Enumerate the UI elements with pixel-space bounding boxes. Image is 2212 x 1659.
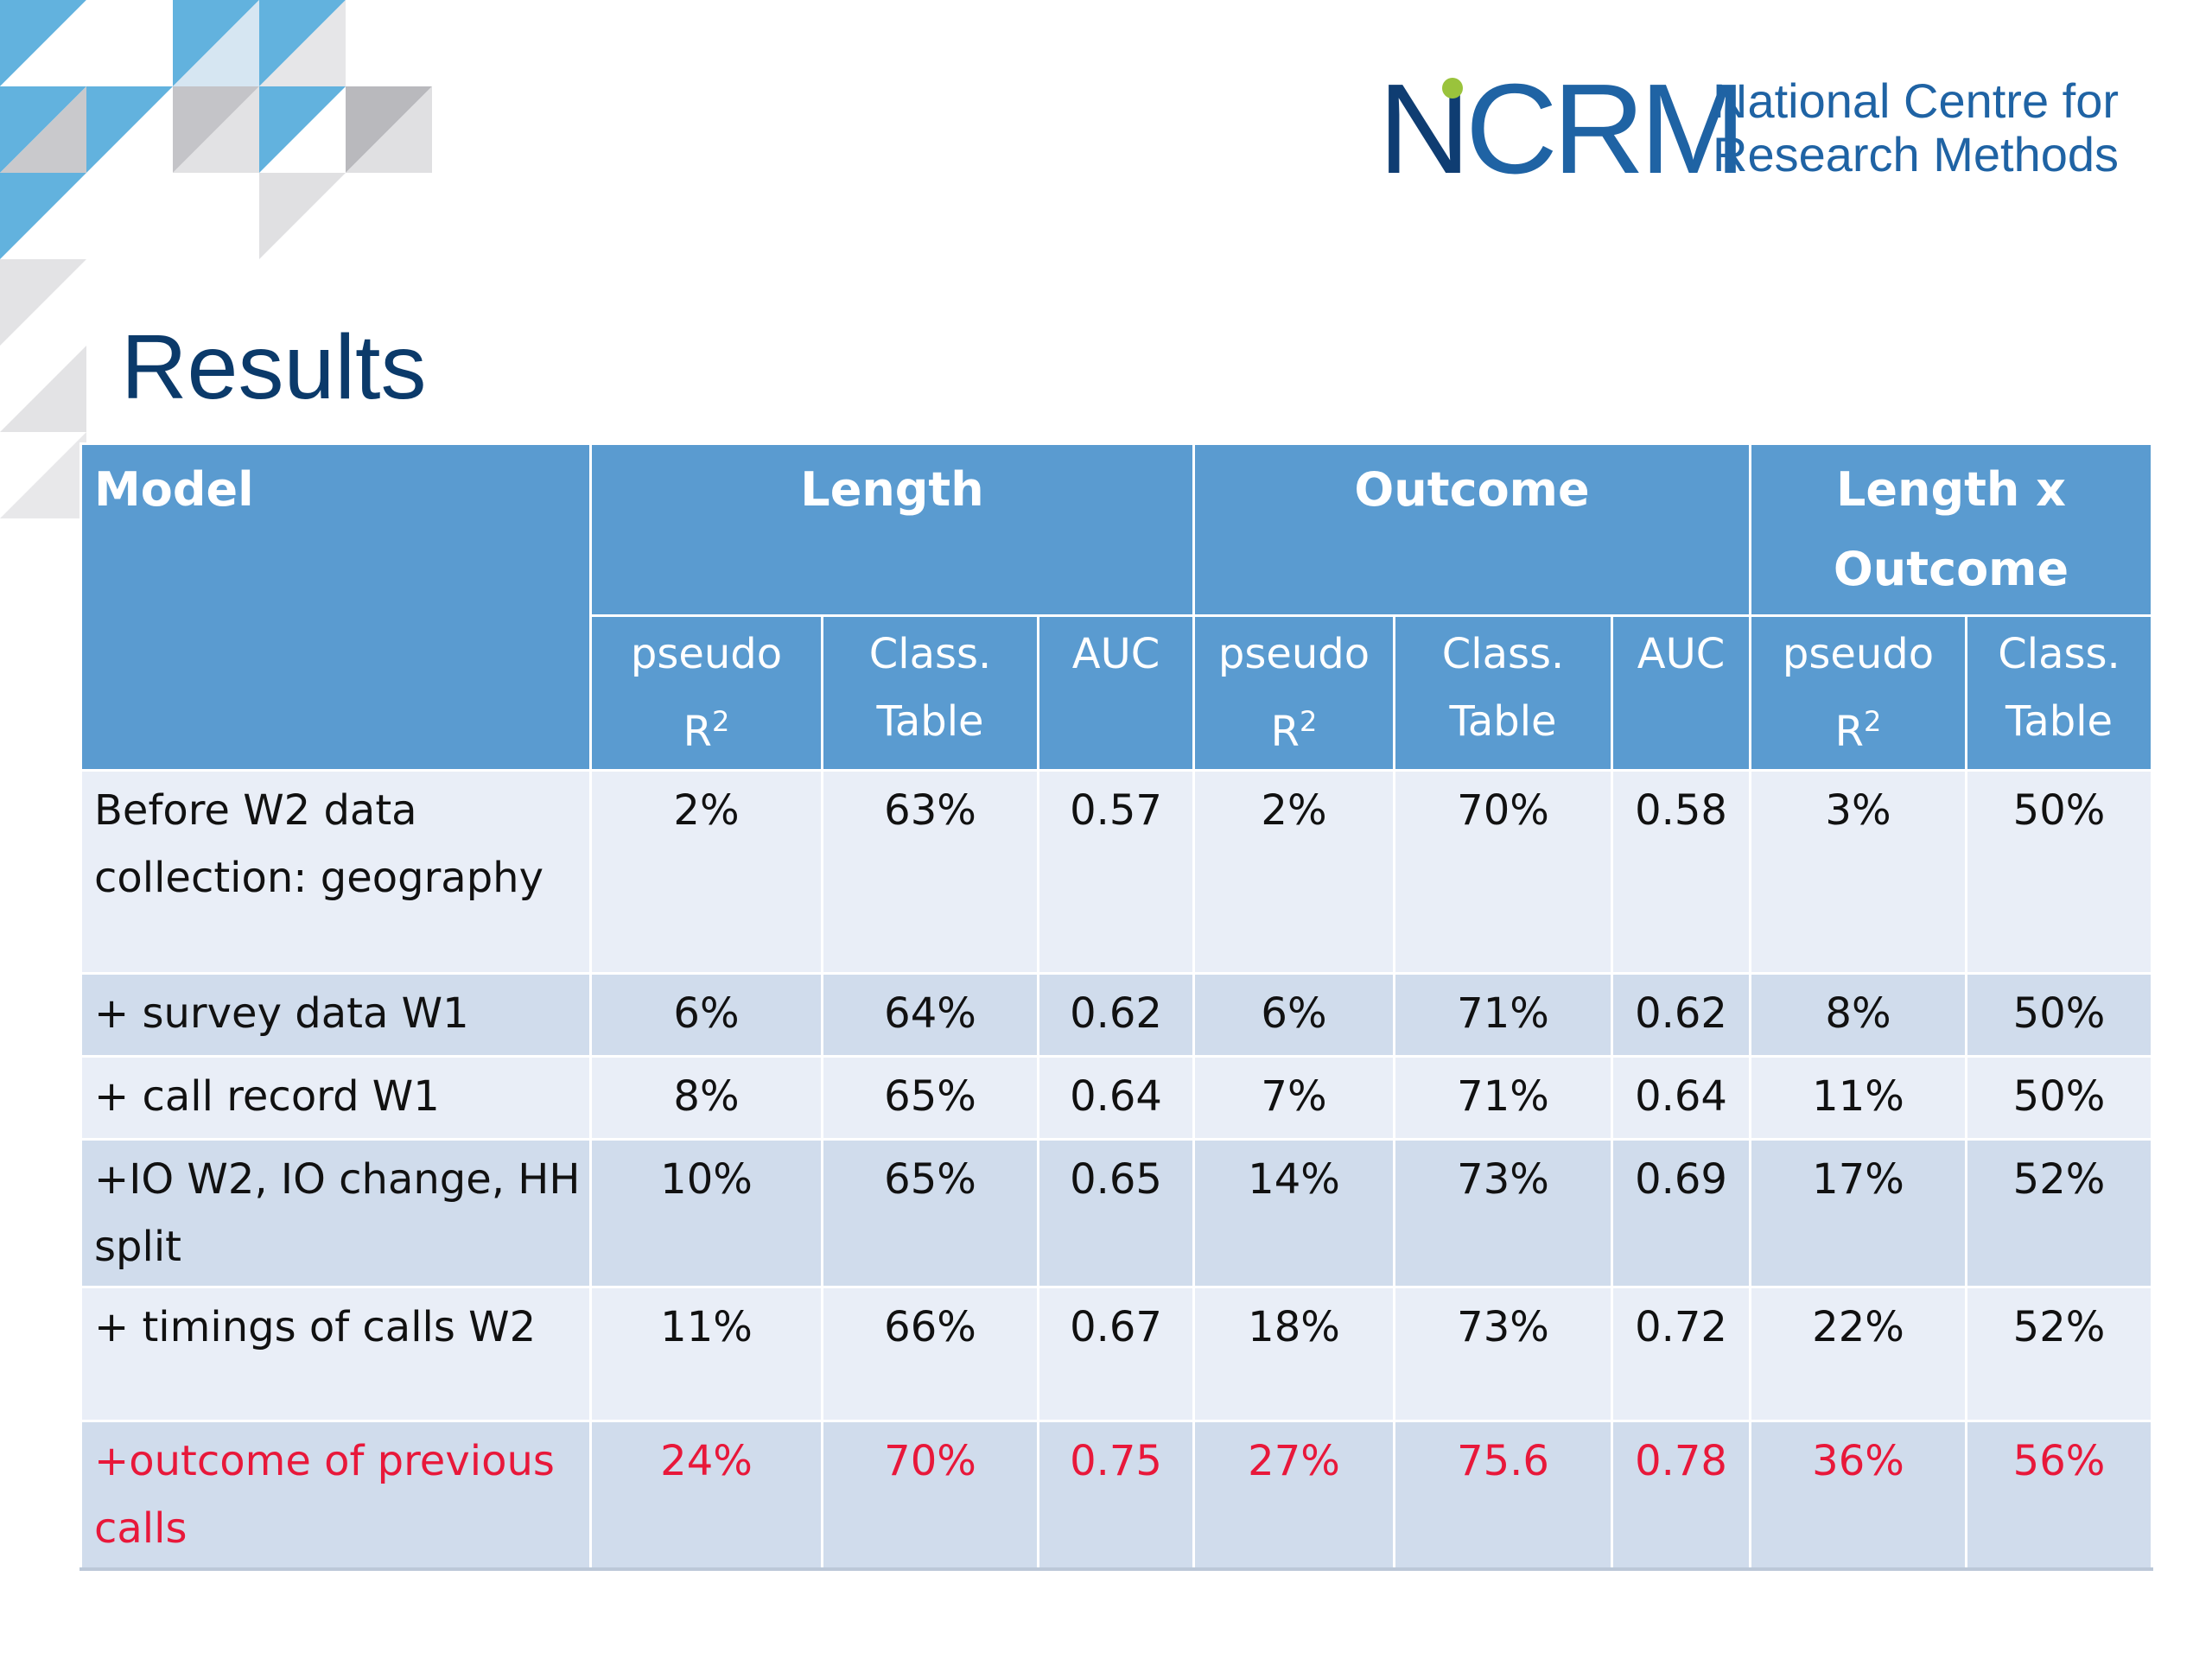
value-cell: 0.62: [1611, 972, 1751, 1058]
value-cell: 6%: [1192, 972, 1395, 1058]
table-row: +IO W2, IO change, HH split 10% 65% 0.65 14%…: [79, 1138, 2153, 1288]
value-cell: 24%: [589, 1420, 823, 1571]
value-cell: 0.58: [1611, 769, 1751, 975]
value-cell: 22%: [1749, 1286, 1967, 1422]
value-cell: 73%: [1393, 1286, 1613, 1422]
page-title: Results: [121, 316, 427, 418]
logo-line-1: National Centre for: [1713, 73, 2120, 128]
value-cell: 2%: [1192, 769, 1395, 975]
header-group-length: Length: [589, 442, 1195, 617]
header-group-length-x-outcome: Length x Outcome: [1749, 442, 2153, 617]
value-cell: 18%: [1192, 1286, 1395, 1422]
subheader-cell: Class. Table: [1965, 614, 2153, 772]
value-cell: 65%: [821, 1055, 1039, 1141]
value-cell: 8%: [589, 1055, 823, 1141]
logo-mark: NCRM: [1378, 66, 1746, 194]
subheader-text: AUC: [1637, 630, 1726, 678]
value-cell: 17%: [1749, 1138, 1967, 1288]
subheader-text: Class. Table: [1998, 630, 2120, 746]
subheader-cell: pseudo R2: [589, 614, 823, 772]
value-cell: 10%: [589, 1138, 823, 1288]
subheader-text: pseudo: [1217, 630, 1370, 678]
value-cell: 8%: [1749, 972, 1967, 1058]
model-cell: +IO W2, IO change, HH split: [79, 1138, 592, 1288]
header-model: Model: [79, 442, 592, 772]
subheader-cell: AUC: [1611, 614, 1751, 772]
subheader-cell: pseudo R2: [1749, 614, 1967, 772]
value-cell: 70%: [821, 1420, 1039, 1571]
subheader-sup: 2: [712, 705, 730, 738]
logo-line-2: Research Methods: [1713, 127, 2120, 181]
value-cell: 50%: [1965, 1055, 2153, 1141]
subheader-cell: Class. Table: [1393, 614, 1613, 772]
model-cell: + call record W1: [79, 1055, 592, 1141]
subheader-text: pseudo: [1782, 630, 1935, 678]
header-group-outcome: Outcome: [1192, 442, 1751, 617]
subheader-cell: pseudo R2: [1192, 614, 1395, 772]
value-cell: 36%: [1749, 1420, 1967, 1571]
value-cell: 71%: [1393, 972, 1613, 1058]
value-cell: 3%: [1749, 769, 1967, 975]
model-cell: +outcome of previous calls: [79, 1420, 592, 1571]
value-cell: 64%: [821, 972, 1039, 1058]
corner-triangle-pattern: [0, 0, 432, 518]
table-row: + timings of calls W2 11% 66% 0.67 18% 73% 0.7…: [79, 1286, 2153, 1422]
value-cell: 7%: [1192, 1055, 1395, 1141]
model-cell: + timings of calls W2: [79, 1286, 592, 1422]
value-cell: 0.75: [1037, 1420, 1195, 1571]
value-cell: 66%: [821, 1286, 1039, 1422]
results-table: Model Length Outcome Length x Outcome ps…: [79, 442, 2153, 1571]
table-row: +outcome of previous calls 24% 70% 0.75 27% 7…: [79, 1420, 2153, 1571]
value-cell: 11%: [589, 1286, 823, 1422]
value-cell: 52%: [1965, 1138, 2153, 1288]
table-row: + survey data W1 6% 64% 0.62 6% 71% 0.62 8% 50%: [79, 972, 2153, 1058]
value-cell: 56%: [1965, 1420, 2153, 1571]
value-cell: 0.64: [1611, 1055, 1751, 1141]
value-cell: 11%: [1749, 1055, 1967, 1141]
value-cell: 0.57: [1037, 769, 1195, 975]
value-cell: 50%: [1965, 769, 2153, 975]
subheader-sup: 2: [1300, 705, 1318, 738]
value-cell: 0.67: [1037, 1286, 1195, 1422]
value-cell: 0.65: [1037, 1138, 1195, 1288]
value-cell: 71%: [1393, 1055, 1613, 1141]
value-cell: 73%: [1393, 1138, 1613, 1288]
subheader-r: R: [1834, 708, 1864, 756]
table-row: + call record W1 8% 65% 0.64 7% 71% 0.64 11% 50%: [79, 1055, 2153, 1141]
subheader-text: Class. Table: [868, 630, 992, 746]
value-cell: 0.72: [1611, 1286, 1751, 1422]
table-row: Before W2 data collection: geography 2% 63…: [79, 769, 2153, 975]
logo-mark-rest: CRM: [1465, 58, 1746, 200]
model-cell: + survey data W1: [79, 972, 592, 1058]
value-cell: 65%: [821, 1138, 1039, 1288]
subheader-sup: 2: [1864, 705, 1882, 738]
value-cell: 27%: [1192, 1420, 1395, 1571]
subheader-cell: Class. Table: [821, 614, 1039, 772]
logo-dot-icon: [1442, 78, 1463, 99]
subheader-text: AUC: [1071, 630, 1160, 678]
subheader-text: Class. Table: [1441, 630, 1565, 746]
value-cell: 14%: [1192, 1138, 1395, 1288]
subheader-r: R: [1270, 708, 1300, 756]
value-cell: 0.69: [1611, 1138, 1751, 1288]
value-cell: 0.78: [1611, 1420, 1751, 1571]
subheader-text: pseudo: [630, 630, 783, 678]
subheader-cell: AUC: [1037, 614, 1195, 772]
value-cell: 0.62: [1037, 972, 1195, 1058]
model-cell: Before W2 data collection: geography: [79, 769, 592, 975]
value-cell: 0.64: [1037, 1055, 1195, 1141]
value-cell: 6%: [589, 972, 823, 1058]
logo-text: National Centre for Research Methods: [1713, 74, 2162, 181]
value-cell: 63%: [821, 769, 1039, 975]
value-cell: 50%: [1965, 972, 2153, 1058]
value-cell: 75.6: [1393, 1420, 1613, 1571]
value-cell: 2%: [589, 769, 823, 975]
value-cell: 52%: [1965, 1286, 2153, 1422]
value-cell: 70%: [1393, 769, 1613, 975]
subheader-r: R: [683, 708, 712, 756]
